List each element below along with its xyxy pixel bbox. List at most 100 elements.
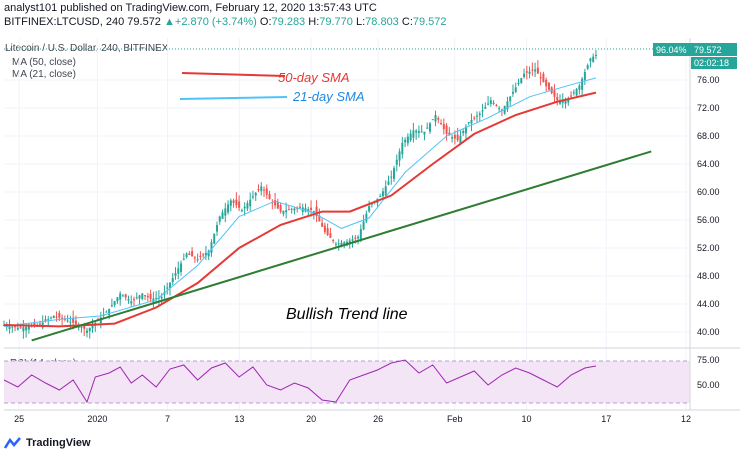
- candle-body: [285, 210, 288, 213]
- candle-body: [334, 243, 337, 245]
- time-tick: 25: [14, 414, 24, 424]
- candle-body: [509, 96, 512, 102]
- candle-body: [193, 257, 196, 259]
- candle-body: [168, 282, 171, 288]
- pane-title: Litecoin / U.S. Dollar, 240, BITFINEX: [5, 43, 169, 54]
- candle-body: [47, 319, 50, 321]
- candle-body: [428, 123, 431, 132]
- candle-body: [249, 199, 252, 207]
- candle-body: [196, 259, 199, 261]
- price-tick: 56.00: [697, 215, 720, 225]
- candle-body: [155, 298, 158, 300]
- candle-body: [354, 237, 357, 239]
- high-label: H:: [308, 16, 320, 28]
- candle-body: [525, 71, 528, 73]
- candle-body: [204, 252, 207, 256]
- candle-body: [85, 330, 88, 333]
- open-value: 79.283: [271, 16, 306, 28]
- candle-body: [556, 97, 559, 101]
- percent-tag: 96.04%: [656, 45, 687, 55]
- candle-body: [351, 239, 354, 241]
- candle-body: [340, 242, 343, 247]
- price-tick: 68.00: [697, 131, 720, 141]
- candle-body: [426, 127, 429, 129]
- candle-body: [105, 311, 108, 313]
- candle-body: [227, 204, 230, 213]
- candle-body: [492, 102, 495, 104]
- candle-body: [177, 268, 180, 274]
- candle-body: [393, 168, 396, 179]
- time-tick: 13: [234, 414, 244, 424]
- symbol-label: BITFINEX:LTCUSD, 240: [4, 16, 125, 28]
- candle-body: [453, 134, 456, 139]
- candle-body: [326, 228, 329, 235]
- candle-body: [61, 317, 64, 319]
- candle-body: [274, 200, 277, 206]
- candle-body: [66, 320, 69, 322]
- candle-body: [146, 295, 149, 298]
- candle-body: [390, 176, 393, 178]
- candle-body: [16, 327, 19, 330]
- time-tick: 12: [681, 414, 691, 424]
- candle-body: [581, 78, 584, 90]
- candle-body: [199, 255, 202, 258]
- candle-body: [448, 132, 451, 136]
- candles-layer: [3, 50, 597, 339]
- candle-body: [329, 233, 332, 238]
- sma50-annotation: 50-day SMA: [278, 70, 350, 85]
- price-axis: 76.00 72.00 68.00 64.00 60.00 56.00 52.00 48.00…: [697, 75, 720, 337]
- countdown-tag: 02:02:18: [694, 58, 729, 68]
- candle-body: [357, 236, 360, 239]
- candle-body: [224, 208, 227, 216]
- price-tick: 76.00: [697, 75, 720, 85]
- candle-body: [293, 208, 296, 211]
- candle-body: [88, 328, 91, 332]
- price-tick: 40.00: [697, 327, 720, 337]
- candle-body: [500, 109, 503, 111]
- percent-tag-bg: [653, 43, 691, 56]
- candle-body: [310, 207, 313, 211]
- candle-body: [506, 101, 509, 110]
- countdown-tag-bg: [691, 57, 737, 69]
- ma50-line: [3, 91, 597, 328]
- candle-body: [387, 181, 390, 185]
- candle-body: [594, 55, 597, 57]
- candle-body: [8, 326, 11, 330]
- candle-body: [218, 216, 221, 222]
- candle-body: [113, 301, 116, 306]
- candle-body: [25, 326, 28, 331]
- candle-body: [586, 65, 589, 69]
- candle-body: [409, 133, 412, 141]
- trend-annotation: Bullish Trend line: [286, 306, 408, 323]
- candle-body: [398, 151, 401, 161]
- candle-body: [130, 301, 133, 304]
- ma50-legend[interactable]: MA (50, close): [12, 57, 76, 68]
- candle-body: [240, 210, 243, 212]
- candle-body: [401, 143, 404, 155]
- candle-body: [365, 213, 368, 222]
- candle-body: [265, 188, 268, 195]
- brand-label: TradingView: [26, 437, 91, 449]
- candle-body: [379, 196, 382, 198]
- candle-body: [464, 126, 467, 134]
- candle-body: [362, 221, 365, 230]
- candle-body: [489, 100, 492, 104]
- candle-body: [116, 297, 119, 302]
- candle-body: [171, 277, 174, 283]
- price-change: +2.870 (+3.74%): [174, 16, 257, 28]
- candle-body: [440, 123, 443, 125]
- candle-body: [238, 201, 241, 208]
- candle-body: [348, 240, 351, 243]
- candle-body: [417, 131, 420, 133]
- candle-body: [221, 212, 224, 219]
- candle-body: [251, 196, 254, 198]
- candle-body: [462, 131, 465, 134]
- candle-body: [575, 88, 578, 96]
- ma21-legend[interactable]: MA (21, close): [12, 69, 76, 80]
- candle-body: [149, 293, 152, 300]
- price-tag-bg: [691, 43, 737, 56]
- candle-body: [404, 139, 407, 143]
- candle-body: [215, 225, 218, 232]
- tradingview-brand[interactable]: TradingView: [4, 436, 91, 450]
